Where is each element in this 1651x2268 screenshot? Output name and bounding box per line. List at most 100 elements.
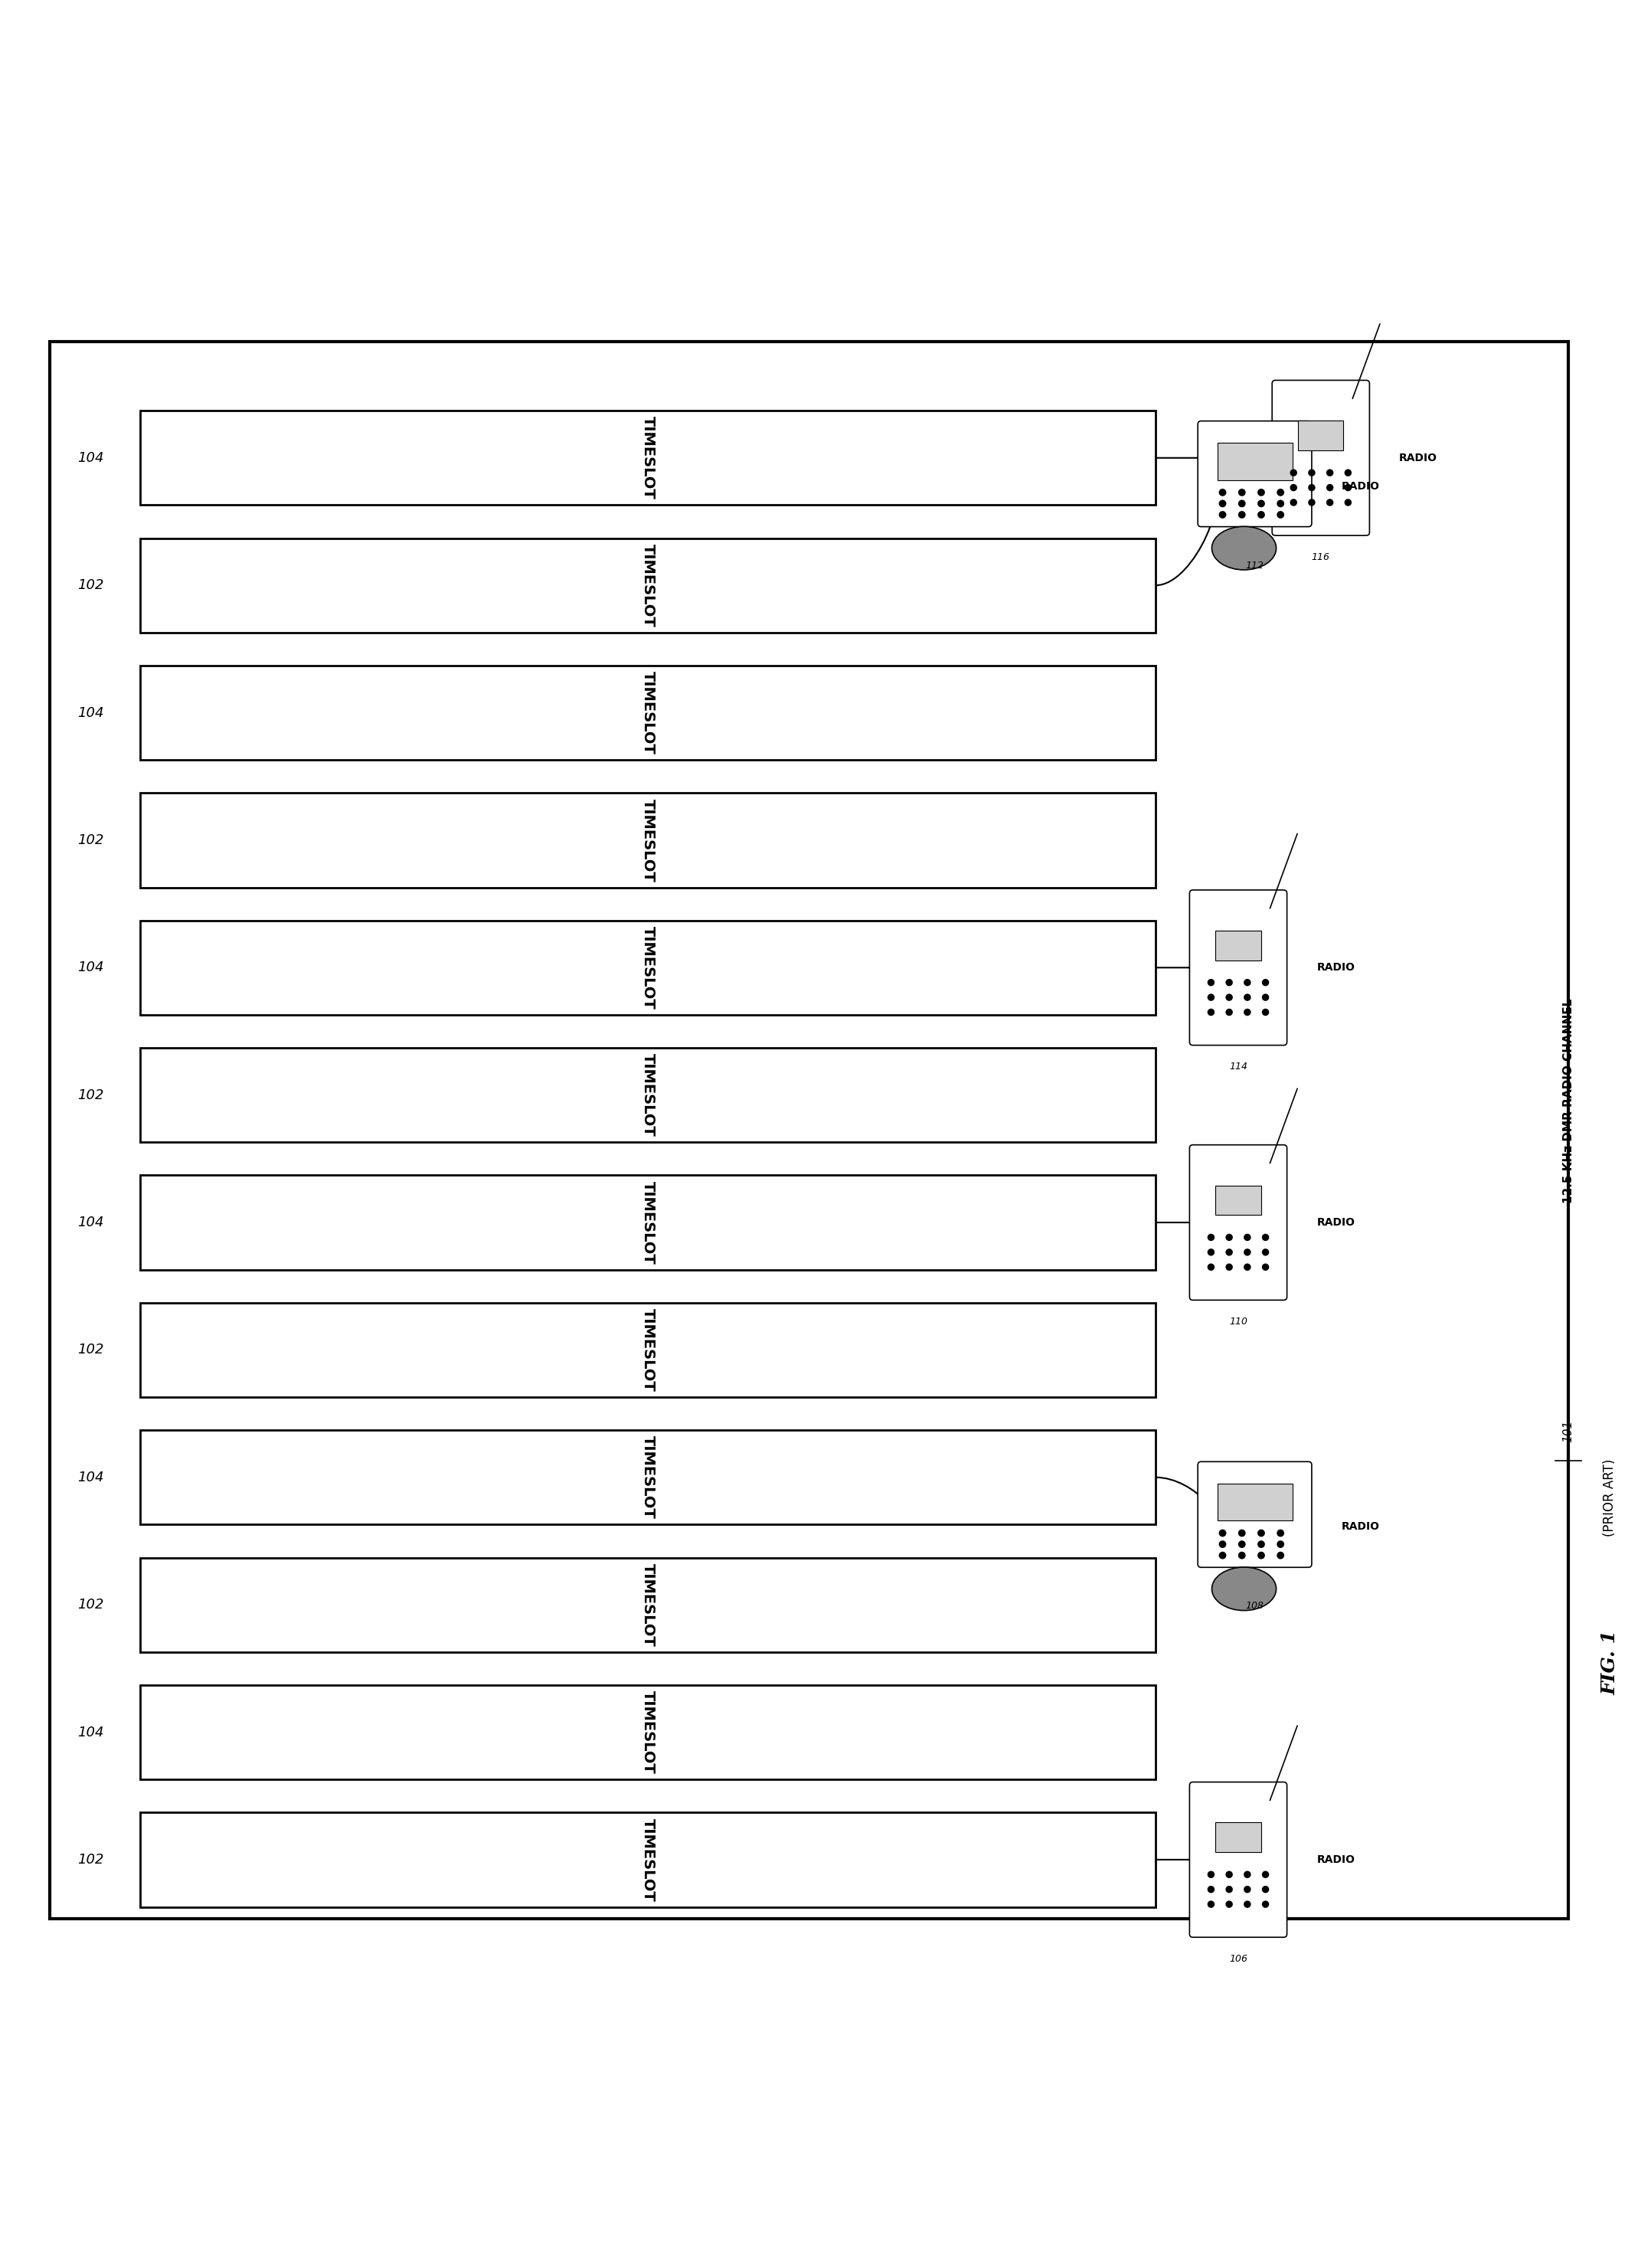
- Circle shape: [1238, 488, 1245, 497]
- Circle shape: [1344, 469, 1352, 476]
- Circle shape: [1261, 1234, 1270, 1241]
- Text: FIG. 1: FIG. 1: [1600, 1631, 1620, 1694]
- Text: 106: 106: [1228, 1953, 1248, 1964]
- Circle shape: [1218, 1529, 1227, 1538]
- Text: 112: 112: [1245, 560, 1265, 572]
- Circle shape: [1276, 499, 1284, 508]
- Circle shape: [1225, 1885, 1233, 1894]
- Text: 104: 104: [78, 962, 104, 975]
- Ellipse shape: [1212, 1567, 1276, 1610]
- Circle shape: [1243, 993, 1251, 1000]
- Ellipse shape: [1212, 526, 1276, 569]
- Circle shape: [1261, 1250, 1270, 1256]
- Circle shape: [1243, 1250, 1251, 1256]
- Text: 110: 110: [1228, 1318, 1248, 1327]
- Bar: [1298, 422, 1344, 451]
- Circle shape: [1218, 499, 1227, 508]
- Bar: [140, 538, 1156, 633]
- Circle shape: [1289, 483, 1298, 492]
- Circle shape: [1276, 488, 1284, 497]
- Circle shape: [1258, 488, 1265, 497]
- Circle shape: [1261, 1009, 1270, 1016]
- Text: TIMESLOT: TIMESLOT: [641, 798, 655, 882]
- Text: 104: 104: [78, 1726, 104, 1740]
- Bar: [140, 411, 1156, 506]
- Bar: [140, 1175, 1156, 1270]
- Bar: [140, 1812, 1156, 1907]
- Bar: [140, 794, 1156, 887]
- Circle shape: [1238, 499, 1245, 508]
- Circle shape: [1207, 980, 1215, 987]
- Circle shape: [1261, 1871, 1270, 1878]
- Circle shape: [1258, 499, 1265, 508]
- Text: 108: 108: [1245, 1601, 1265, 1610]
- Circle shape: [1261, 1901, 1270, 1907]
- Circle shape: [1258, 510, 1265, 519]
- Text: 101: 101: [1563, 1420, 1573, 1442]
- Circle shape: [1276, 1529, 1284, 1538]
- Text: TIMESLOT: TIMESLOT: [641, 1819, 655, 1901]
- Circle shape: [1289, 499, 1298, 506]
- Circle shape: [1276, 1551, 1284, 1558]
- Text: TIMESLOT: TIMESLOT: [641, 925, 655, 1009]
- Circle shape: [1238, 1540, 1245, 1549]
- Text: 102: 102: [78, 832, 104, 846]
- Text: 104: 104: [78, 1470, 104, 1483]
- Circle shape: [1308, 469, 1316, 476]
- Bar: [140, 1558, 1156, 1651]
- Text: TIMESLOT: TIMESLOT: [641, 1052, 655, 1136]
- Circle shape: [1243, 1009, 1251, 1016]
- Circle shape: [1207, 993, 1215, 1000]
- Bar: [1215, 930, 1261, 959]
- Circle shape: [1261, 993, 1270, 1000]
- Circle shape: [1225, 993, 1233, 1000]
- Text: TIMESLOT: TIMESLOT: [641, 1436, 655, 1520]
- Circle shape: [1225, 1871, 1233, 1878]
- Text: RADIO: RADIO: [1317, 962, 1355, 973]
- Text: RADIO: RADIO: [1341, 481, 1380, 492]
- Text: TIMESLOT: TIMESLOT: [641, 1690, 655, 1774]
- Circle shape: [1308, 483, 1316, 492]
- Bar: [140, 1048, 1156, 1143]
- Circle shape: [1207, 1885, 1215, 1894]
- Circle shape: [1218, 1540, 1227, 1549]
- Circle shape: [1207, 1009, 1215, 1016]
- Circle shape: [1308, 499, 1316, 506]
- Circle shape: [1258, 1551, 1265, 1558]
- Circle shape: [1225, 980, 1233, 987]
- Circle shape: [1207, 1901, 1215, 1907]
- Circle shape: [1326, 483, 1334, 492]
- Circle shape: [1218, 1551, 1227, 1558]
- Text: (PRIOR ART): (PRIOR ART): [1603, 1458, 1616, 1535]
- Bar: [1215, 1186, 1261, 1216]
- Text: 102: 102: [78, 578, 104, 592]
- Circle shape: [1276, 510, 1284, 519]
- FancyBboxPatch shape: [1271, 381, 1369, 535]
- Text: TIMESLOT: TIMESLOT: [641, 671, 655, 755]
- Circle shape: [1243, 1901, 1251, 1907]
- Text: 102: 102: [78, 1853, 104, 1867]
- Circle shape: [1225, 1234, 1233, 1241]
- Circle shape: [1207, 1234, 1215, 1241]
- Circle shape: [1258, 1540, 1265, 1549]
- Circle shape: [1326, 469, 1334, 476]
- Text: 114: 114: [1228, 1061, 1248, 1073]
- Text: RADIO: RADIO: [1398, 454, 1438, 463]
- FancyBboxPatch shape: [1189, 1783, 1288, 1937]
- FancyBboxPatch shape: [1199, 422, 1311, 526]
- Text: RADIO: RADIO: [1317, 1218, 1355, 1227]
- Circle shape: [1238, 1551, 1245, 1558]
- Circle shape: [1207, 1250, 1215, 1256]
- Bar: [140, 665, 1156, 760]
- Text: RADIO: RADIO: [1317, 1855, 1355, 1864]
- Circle shape: [1218, 488, 1227, 497]
- Text: TIMESLOT: TIMESLOT: [641, 1563, 655, 1647]
- Circle shape: [1261, 1263, 1270, 1270]
- Text: 102: 102: [78, 1089, 104, 1102]
- Circle shape: [1225, 1250, 1233, 1256]
- Circle shape: [1218, 510, 1227, 519]
- Bar: [140, 1685, 1156, 1780]
- Text: 102: 102: [78, 1343, 104, 1356]
- Circle shape: [1207, 1871, 1215, 1878]
- Text: 116: 116: [1311, 551, 1331, 562]
